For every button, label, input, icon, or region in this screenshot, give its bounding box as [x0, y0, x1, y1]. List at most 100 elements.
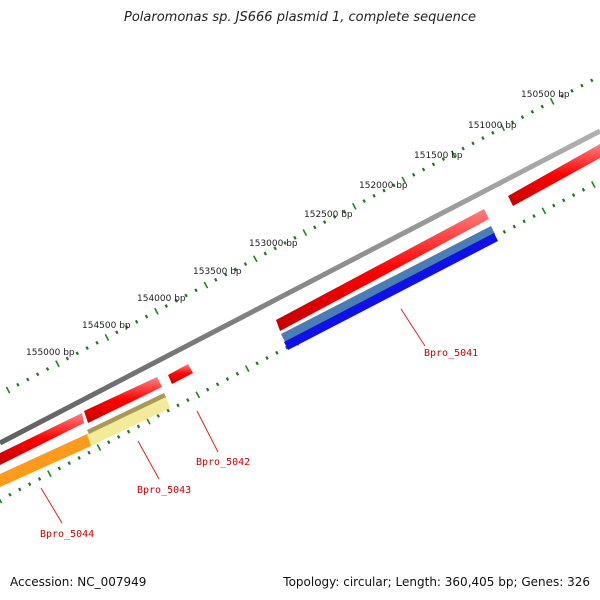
scale-label: 152500 bp [304, 210, 353, 220]
scale-tick [351, 202, 357, 210]
feature-cds-4[interactable] [508, 144, 600, 206]
scale-tick [510, 120, 515, 125]
scale-tick [522, 219, 526, 224]
scale-tick [37, 477, 42, 481]
scale-tick [104, 334, 110, 341]
scale-label: 152000 bp [359, 181, 408, 191]
scale-tick [263, 251, 267, 256]
scale-tick [302, 229, 308, 237]
scale-tick [205, 387, 210, 392]
scale-tick [342, 209, 347, 214]
scale-tick [560, 94, 564, 99]
scale-label: 151500 bp [414, 151, 463, 161]
scale-tick [571, 193, 576, 197]
scale-tick [265, 356, 269, 360]
feature-blue-bpro-5041[interactable] [284, 233, 498, 350]
map-title: Polaromonas sp. JS666 plasmid 1, complet… [123, 10, 476, 25]
feature-olive-bpro-5043[interactable] [87, 393, 166, 434]
scale-tick [27, 482, 32, 487]
scale-tick [243, 262, 248, 266]
scale-tick [580, 83, 584, 88]
scale-tick [273, 246, 277, 251]
gene-label-bpro-5041[interactable]: Bpro_5041 [424, 348, 478, 359]
scale-tick [471, 141, 475, 146]
scale-tick [85, 346, 89, 350]
scale-tick [55, 360, 60, 368]
scale-tick [96, 443, 102, 451]
scale-tick [255, 361, 259, 366]
scale-tick [144, 314, 149, 319]
scale-tick [512, 224, 516, 229]
scale-label: 150500 bp [521, 90, 570, 100]
scale-tick [174, 298, 178, 303]
genome-summary-text: Topology: circular; Length: 360,405 bp; … [283, 575, 590, 589]
scale-tick [126, 429, 131, 434]
scale-tick [570, 88, 574, 93]
scale-tick [194, 288, 198, 293]
feature-gene-bpro-5041[interactable] [281, 226, 495, 342]
scale-tick [77, 456, 81, 460]
scale-tick [223, 272, 228, 277]
feature-pale-bpro-5043[interactable] [87, 397, 170, 446]
scale-tick [95, 340, 99, 345]
scale-label: 151000 bp [468, 121, 517, 131]
scale-tick [244, 365, 250, 373]
scale-tick [67, 461, 71, 466]
accession-text: Accession: NC_007949 [10, 575, 147, 589]
scale-tick [5, 386, 11, 394]
scale-tick [450, 150, 456, 158]
scale-tick [332, 214, 337, 219]
scale-tick [313, 225, 317, 230]
scale-tick [532, 214, 536, 219]
scale-tick [57, 466, 62, 471]
scale-tick [184, 293, 188, 298]
scale-tick [203, 281, 209, 289]
scale-tick [116, 434, 121, 439]
scale-label: 154500 bp [82, 321, 131, 331]
scale-tick [47, 470, 52, 478]
feature-cds-bpro-5041[interactable] [276, 209, 489, 331]
scale-tick [154, 307, 159, 315]
scale-label: 154000 bp [137, 294, 186, 304]
feature-cds-3[interactable] [168, 364, 193, 384]
scale-tick [520, 115, 525, 120]
scale-tick [481, 136, 485, 141]
scale-tick [431, 162, 436, 167]
gene-label-bpro-5042[interactable]: Bpro_5042 [196, 457, 250, 468]
scale-tick [8, 492, 12, 497]
scale-tick [65, 356, 70, 361]
feature-cds-1[interactable] [0, 413, 84, 465]
scale-tick [45, 367, 50, 371]
feature-cds-2[interactable] [84, 377, 162, 423]
backbone-line [0, 128, 600, 446]
gene-label-bpro-5043[interactable]: Bpro_5043 [137, 485, 191, 496]
scale-label: 153500 bp [193, 267, 242, 277]
scale-tick [591, 181, 596, 189]
feature-orange-bpro-5044[interactable] [0, 434, 91, 487]
scale-tick [590, 78, 594, 83]
scale-tick [134, 319, 139, 324]
scale-tick [362, 199, 366, 204]
outer-scale [5, 78, 594, 394]
scale-tick [35, 372, 40, 377]
scale-tick [441, 157, 446, 162]
scale-tick [283, 241, 287, 245]
label-leaders [40, 308, 426, 524]
scale-tick [195, 391, 201, 399]
scale-tick [322, 220, 327, 224]
scale-tick [125, 325, 129, 329]
scale-tick [502, 229, 507, 234]
scale-tick [136, 424, 141, 429]
scale-tick [411, 172, 416, 177]
scale-tick [225, 377, 230, 382]
scale-tick [26, 377, 30, 382]
scale-tick [235, 371, 240, 376]
scale-tick [491, 130, 495, 135]
scale-tick [156, 413, 160, 418]
scale-tick [16, 382, 20, 387]
scale-tick [540, 104, 545, 109]
scale-tick [166, 408, 170, 413]
gene-label-bpro-5044[interactable]: Bpro_5044 [40, 529, 94, 540]
scale-tick [18, 487, 22, 492]
